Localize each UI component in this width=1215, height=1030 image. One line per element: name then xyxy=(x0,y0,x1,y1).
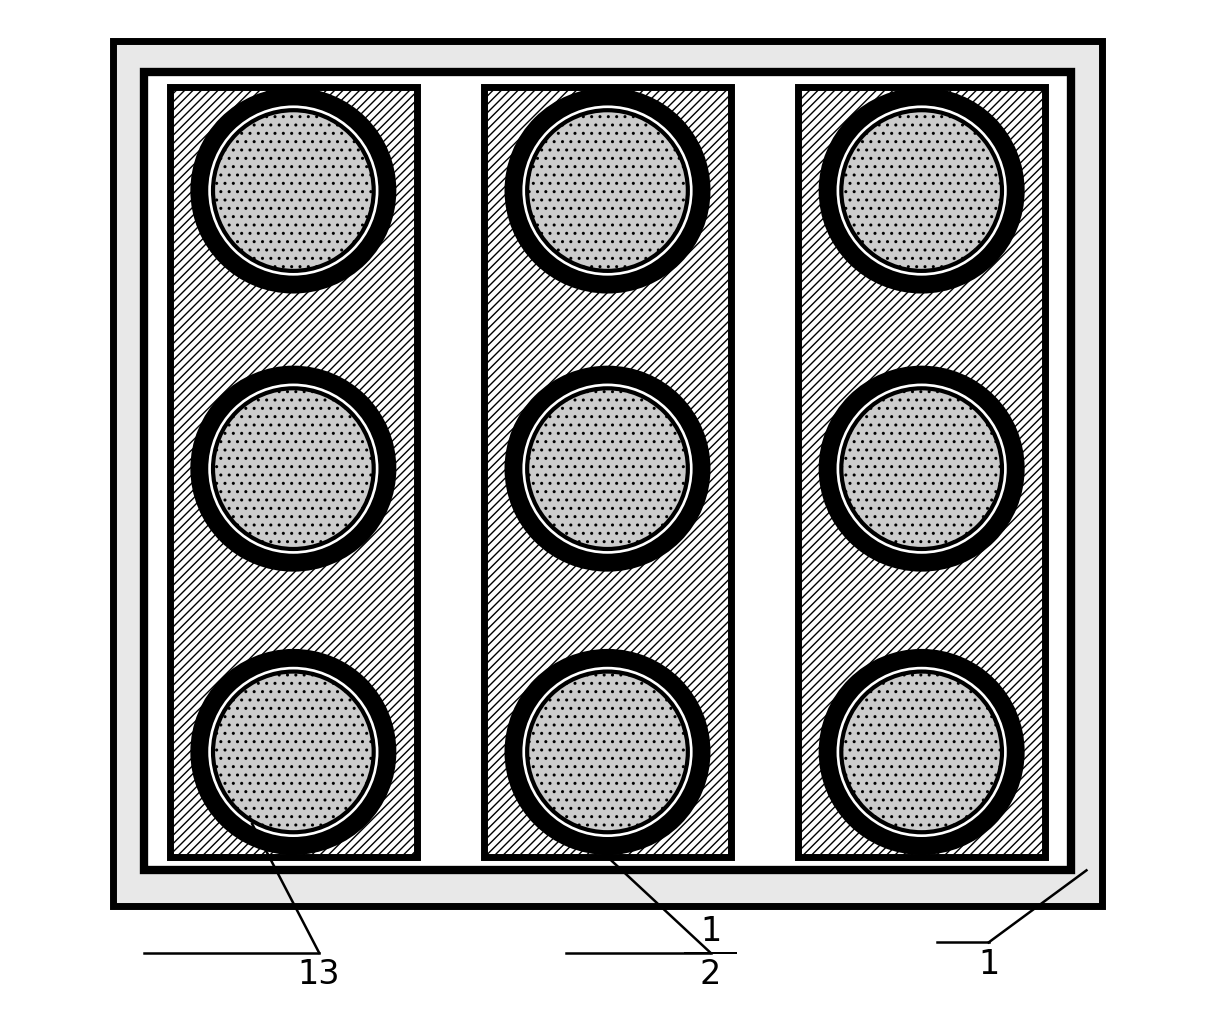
Circle shape xyxy=(205,380,382,557)
Circle shape xyxy=(527,388,688,549)
Bar xyxy=(170,87,417,857)
Circle shape xyxy=(519,663,696,840)
Circle shape xyxy=(519,663,696,840)
Circle shape xyxy=(833,380,1010,557)
Circle shape xyxy=(519,380,696,557)
Circle shape xyxy=(519,380,696,557)
Circle shape xyxy=(504,88,711,294)
Bar xyxy=(145,72,1070,870)
Circle shape xyxy=(841,672,1002,832)
Circle shape xyxy=(191,649,396,855)
Circle shape xyxy=(819,649,1024,855)
Circle shape xyxy=(504,366,711,572)
Circle shape xyxy=(191,88,396,294)
Circle shape xyxy=(819,88,1024,294)
Circle shape xyxy=(527,672,688,832)
Circle shape xyxy=(213,388,374,549)
Circle shape xyxy=(519,102,696,279)
Circle shape xyxy=(205,663,382,840)
Circle shape xyxy=(205,102,382,279)
Circle shape xyxy=(833,102,1010,279)
Circle shape xyxy=(504,649,711,855)
Circle shape xyxy=(841,110,1002,271)
Circle shape xyxy=(833,102,1010,279)
Circle shape xyxy=(819,366,1024,572)
Text: 1: 1 xyxy=(700,915,722,948)
Text: 2: 2 xyxy=(700,958,722,991)
Circle shape xyxy=(205,102,382,279)
Text: 1: 1 xyxy=(978,948,999,981)
Circle shape xyxy=(205,663,382,840)
Circle shape xyxy=(833,663,1010,840)
Bar xyxy=(484,87,731,857)
Circle shape xyxy=(527,110,688,271)
Circle shape xyxy=(841,388,1002,549)
Circle shape xyxy=(213,672,374,832)
Circle shape xyxy=(213,110,374,271)
Circle shape xyxy=(833,380,1010,557)
Bar xyxy=(113,41,1102,906)
Circle shape xyxy=(833,663,1010,840)
Bar xyxy=(798,87,1045,857)
Circle shape xyxy=(205,380,382,557)
Circle shape xyxy=(191,366,396,572)
Text: 13: 13 xyxy=(298,958,340,991)
Circle shape xyxy=(519,102,696,279)
